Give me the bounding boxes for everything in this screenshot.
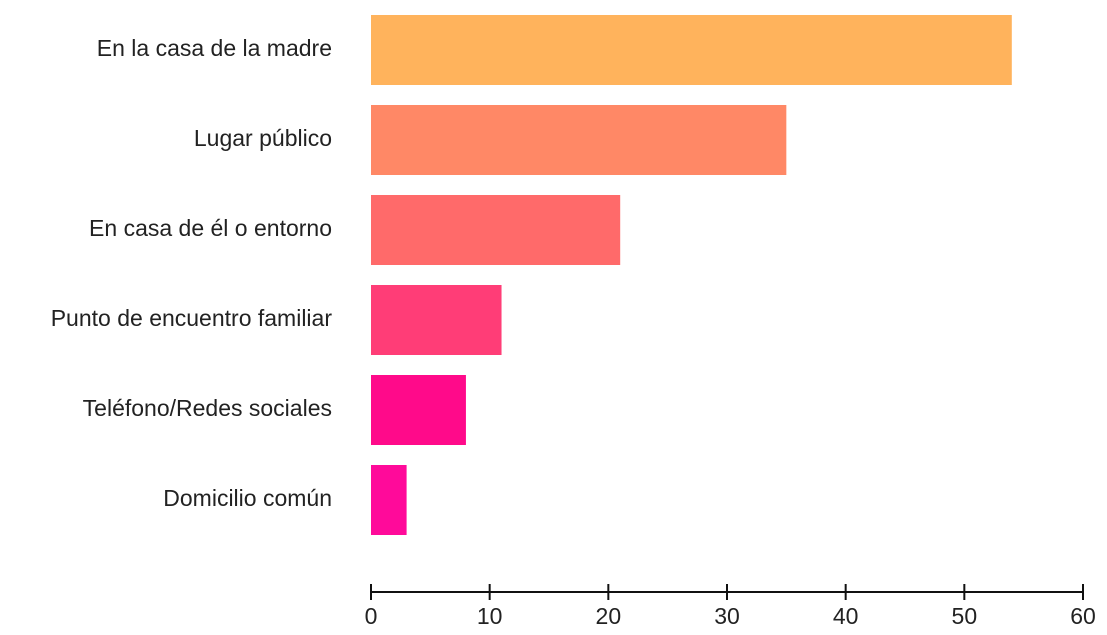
y-tick-label: Domicilio común — [163, 485, 332, 511]
x-tick-label: 20 — [596, 603, 622, 629]
y-tick-label: En la casa de la madre — [97, 35, 332, 61]
x-tick-label: 10 — [477, 603, 503, 629]
bar — [371, 285, 502, 355]
bar — [371, 15, 1012, 85]
bar — [371, 195, 621, 265]
x-tick-label: 50 — [952, 603, 978, 629]
bar — [371, 465, 407, 535]
y-tick-label: Teléfono/Redes sociales — [83, 395, 332, 421]
x-tick-label: 60 — [1070, 603, 1096, 629]
bar — [371, 105, 787, 175]
y-tick-label: En casa de él o entorno — [89, 215, 332, 241]
bar — [371, 375, 466, 445]
y-tick-label: Lugar público — [194, 125, 332, 151]
x-tick-label: 0 — [365, 603, 378, 629]
x-tick-label: 40 — [833, 603, 859, 629]
y-tick-label: Punto de encuentro familiar — [51, 305, 333, 331]
x-tick-label: 30 — [714, 603, 740, 629]
